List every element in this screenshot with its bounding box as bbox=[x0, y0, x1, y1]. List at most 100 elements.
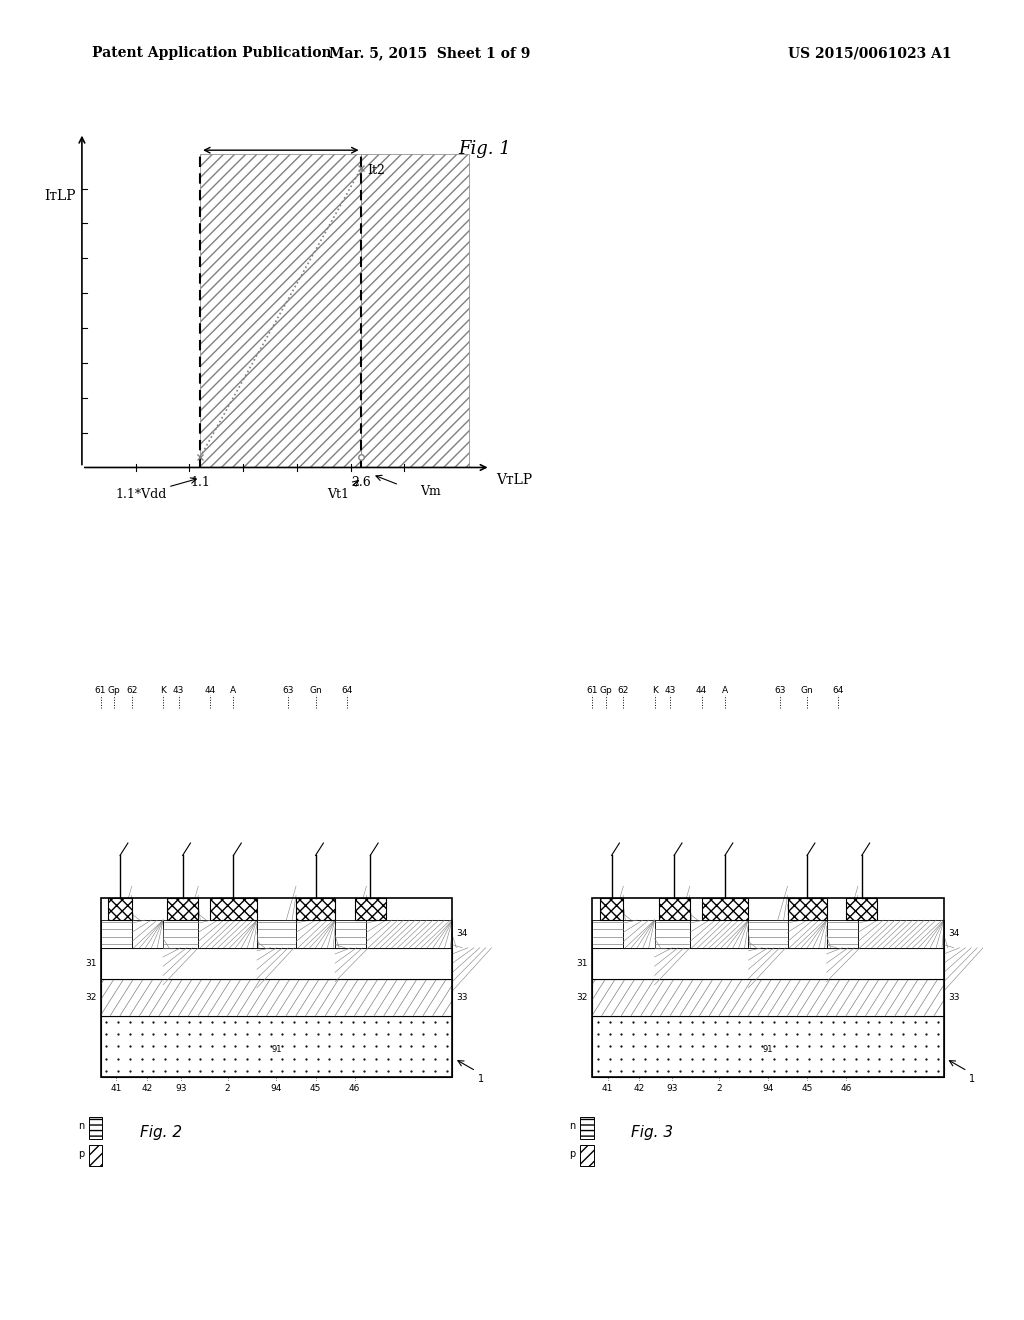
Text: 46: 46 bbox=[349, 1084, 360, 1093]
Text: 2: 2 bbox=[717, 1084, 722, 1093]
Bar bbox=[826, 920, 858, 948]
Text: Gn: Gn bbox=[309, 686, 322, 696]
Text: 41: 41 bbox=[111, 1084, 122, 1093]
Text: Vt1: Vt1 bbox=[327, 487, 349, 500]
Bar bbox=[132, 920, 163, 948]
Text: 32: 32 bbox=[577, 993, 588, 1002]
Text: 43: 43 bbox=[665, 686, 676, 696]
Text: 64: 64 bbox=[833, 686, 844, 696]
Text: 93: 93 bbox=[175, 1084, 186, 1093]
Text: 34: 34 bbox=[948, 929, 959, 939]
Text: A: A bbox=[230, 686, 237, 696]
Bar bbox=[109, 899, 132, 920]
Bar bbox=[163, 920, 199, 948]
Bar bbox=[581, 1144, 594, 1167]
Bar bbox=[592, 920, 624, 948]
Bar bbox=[100, 1015, 453, 1077]
Text: K: K bbox=[160, 686, 166, 696]
Bar bbox=[858, 920, 944, 948]
Text: 31: 31 bbox=[85, 958, 96, 968]
Text: 45: 45 bbox=[310, 1084, 322, 1093]
Text: 42: 42 bbox=[142, 1084, 153, 1093]
Text: 63: 63 bbox=[774, 686, 785, 696]
Text: p: p bbox=[78, 1150, 84, 1159]
Text: 34: 34 bbox=[457, 929, 468, 939]
Text: Mar. 5, 2015  Sheet 1 of 9: Mar. 5, 2015 Sheet 1 of 9 bbox=[330, 46, 530, 61]
Text: It2: It2 bbox=[367, 164, 385, 177]
Bar bbox=[592, 1015, 944, 1077]
Bar bbox=[592, 978, 944, 1015]
Text: 2: 2 bbox=[225, 1084, 230, 1093]
Text: 45: 45 bbox=[802, 1084, 813, 1093]
Text: 43: 43 bbox=[173, 686, 184, 696]
Text: Fig. 2: Fig. 2 bbox=[139, 1125, 182, 1140]
Text: 2.6: 2.6 bbox=[351, 475, 372, 488]
Bar bbox=[367, 920, 453, 948]
Text: 44: 44 bbox=[696, 686, 708, 696]
Text: n: n bbox=[78, 1122, 84, 1131]
Text: 94: 94 bbox=[762, 1084, 774, 1093]
Text: VᴛLP: VᴛLP bbox=[496, 473, 532, 487]
Bar bbox=[701, 899, 749, 920]
Text: Gp: Gp bbox=[599, 686, 612, 696]
Text: 93: 93 bbox=[667, 1084, 678, 1093]
Bar bbox=[296, 920, 335, 948]
Bar bbox=[690, 920, 749, 948]
Bar bbox=[787, 920, 826, 948]
Text: 62: 62 bbox=[617, 686, 629, 696]
Text: IᴛLP: IᴛLP bbox=[44, 189, 76, 202]
Text: n: n bbox=[569, 1122, 575, 1131]
Text: 31: 31 bbox=[577, 958, 588, 968]
Text: 1.1*Vdd: 1.1*Vdd bbox=[116, 487, 167, 500]
Text: p: p bbox=[569, 1150, 575, 1159]
Bar bbox=[167, 899, 199, 920]
Bar bbox=[354, 899, 386, 920]
Bar bbox=[89, 1144, 102, 1167]
Bar bbox=[624, 920, 654, 948]
Text: 32: 32 bbox=[85, 993, 96, 1002]
Text: A: A bbox=[722, 686, 728, 696]
Bar bbox=[201, 153, 361, 467]
Text: 42: 42 bbox=[634, 1084, 644, 1093]
Text: Gp: Gp bbox=[108, 686, 121, 696]
Bar bbox=[787, 899, 826, 920]
Text: Vm: Vm bbox=[421, 484, 441, 498]
Text: 1: 1 bbox=[478, 1074, 484, 1084]
Bar bbox=[296, 899, 335, 920]
Text: 64: 64 bbox=[341, 686, 352, 696]
Bar bbox=[581, 1117, 594, 1139]
Text: K: K bbox=[651, 686, 657, 696]
Text: 91: 91 bbox=[271, 1045, 282, 1053]
Bar bbox=[210, 899, 257, 920]
Text: 61: 61 bbox=[95, 686, 106, 696]
Text: 1: 1 bbox=[970, 1074, 976, 1084]
Text: 94: 94 bbox=[270, 1084, 283, 1093]
Text: 91: 91 bbox=[763, 1045, 773, 1053]
Bar bbox=[658, 899, 690, 920]
Bar bbox=[600, 899, 624, 920]
Bar bbox=[654, 920, 690, 948]
Text: 61: 61 bbox=[587, 686, 598, 696]
Text: Gn: Gn bbox=[801, 686, 813, 696]
Text: US 2015/0061023 A1: US 2015/0061023 A1 bbox=[788, 46, 952, 61]
Bar bbox=[361, 153, 469, 467]
Bar bbox=[100, 948, 453, 978]
Bar bbox=[257, 920, 296, 948]
Text: 33: 33 bbox=[457, 993, 468, 1002]
Text: 1.1: 1.1 bbox=[190, 475, 210, 488]
Bar bbox=[592, 948, 944, 978]
Bar bbox=[100, 920, 132, 948]
Bar bbox=[749, 920, 787, 948]
Bar bbox=[89, 1117, 102, 1139]
Bar bbox=[100, 899, 453, 1077]
Text: Patent Application Publication: Patent Application Publication bbox=[92, 46, 332, 61]
Bar bbox=[335, 920, 367, 948]
Text: 46: 46 bbox=[841, 1084, 852, 1093]
Text: Fig. 3: Fig. 3 bbox=[631, 1125, 674, 1140]
Text: 63: 63 bbox=[283, 686, 294, 696]
Bar bbox=[199, 920, 257, 948]
Text: 44: 44 bbox=[205, 686, 216, 696]
Bar bbox=[846, 899, 878, 920]
Text: 62: 62 bbox=[126, 686, 137, 696]
Text: Fig. 1: Fig. 1 bbox=[459, 140, 511, 157]
